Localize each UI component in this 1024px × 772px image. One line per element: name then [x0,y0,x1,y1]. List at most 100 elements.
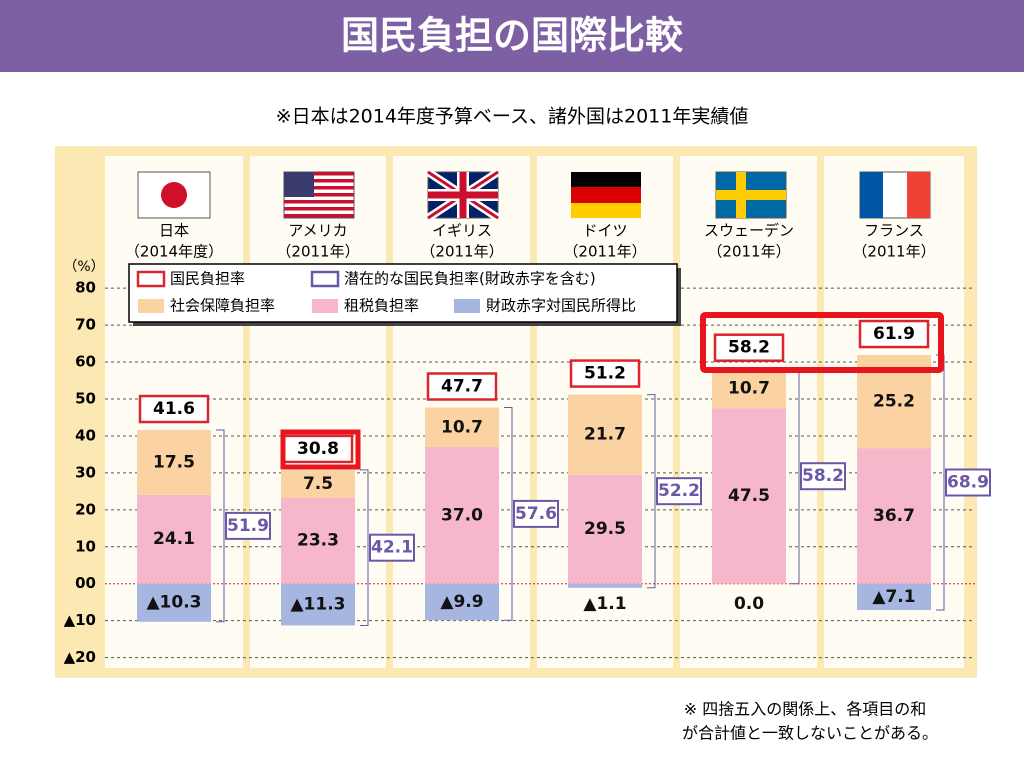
category-label: スウェーデン [704,222,794,240]
total-box [282,434,354,464]
potential-bracket [504,406,513,621]
legend-label: 財政赤字対国民所得比 [486,297,636,315]
legend-label: 社会保障負担率 [170,297,275,315]
potential-box [945,468,991,497]
potential-bracket [216,429,225,623]
bar-segment [425,583,499,621]
y-tick-label: ▲10 [64,611,96,629]
potential-box [800,462,846,491]
total-value: 47.7 [441,376,483,396]
y-tick-label: 40 [75,426,96,444]
category-label: ドイツ [582,222,627,240]
category-label: 日本 [159,222,189,240]
total-label: 41.6 [138,394,210,424]
category-note: （2011年） [420,243,503,261]
value-label: 10.7 [728,378,770,398]
y-unit: （%） [63,259,104,275]
y-tick-label: 50 [75,390,96,408]
category-label: イギリス [432,222,492,240]
category-note: （2014年度） [125,243,223,261]
bar-segment [137,583,211,622]
value-label: 17.5 [153,452,195,472]
value-label: ▲1.1 [583,594,626,614]
potential-box [225,511,271,540]
potential-box [513,499,559,528]
total-value: 41.6 [153,399,195,419]
y-tick-label: 00 [75,574,96,592]
value-label: ▲11.3 [290,595,345,615]
category-note: （2011年） [852,243,935,261]
footnote: ※ 四捨五入の関係上、各項目の和 [684,700,927,719]
bar-segment [281,497,355,584]
value-label: 29.5 [584,519,626,539]
bar-segment [425,407,499,448]
total-box [138,394,210,424]
total-box [858,319,930,349]
value-label: 0.0 [734,594,764,614]
legend-swatch [136,270,166,288]
value-label: 7.5 [303,474,333,494]
bar-segment [712,408,786,584]
bar-segment [568,394,642,475]
category-note: （2011年） [707,243,790,261]
value-label: 47.5 [728,486,770,506]
legend-swatch [454,299,480,313]
legend-label: 租税負担率 [344,297,419,315]
total-box [569,359,641,388]
legend-label: 国民負担率 [170,270,245,288]
bar-segment [712,368,786,409]
bar-segment [857,448,931,584]
plot: 41.6 51.9 30.8 42.1 47.7 57.6 51.2 52.2 58.2 58.2… [105,287,991,659]
value-label: ▲9.9 [440,592,483,612]
potential-value: 51.9 [227,516,269,536]
legend-swatch [312,299,338,313]
bar-segment [568,474,642,584]
bar-segment [281,583,355,626]
total-label: 47.7 [426,372,498,401]
bar-segment [137,494,211,584]
potential-box [656,477,702,506]
legend-label: 潜在的な国民負担率(財政赤字を含む) [344,270,596,288]
total-label: 58.2 [713,333,785,362]
total-label: 51.2 [569,359,641,388]
y-tick-label: 70 [75,316,96,334]
value-label: 23.3 [297,531,339,551]
title: 国民負担の国際比較 [341,14,684,58]
subtitle: ※日本は2014年度予算ベース、諸外国は2011年実績値 [276,106,749,128]
potential-value: 42.1 [371,538,413,558]
potential-box [369,533,415,562]
y-tick-label: 30 [75,463,96,481]
value-label: 21.7 [584,425,626,445]
y-tick-label: 60 [75,353,96,371]
total-label: 61.9 [858,319,930,349]
value-label: 36.7 [873,506,915,526]
potential-bracket [360,469,369,626]
potential-value: 68.9 [947,472,989,492]
title-banner [0,0,1024,72]
total-value: 30.8 [297,439,339,459]
value-label: ▲10.3 [146,593,201,613]
potential-value: 58.2 [802,466,844,486]
potential-bracket [647,394,656,589]
y-tick-label: ▲20 [64,648,96,666]
value-label: 25.2 [873,392,915,412]
bar-segment [281,469,355,498]
value-label: 37.0 [441,505,483,525]
legend-swatch [310,270,340,288]
y-tick-label: 20 [75,500,96,518]
category-label: アメリカ [288,222,347,240]
total-value: 61.9 [873,324,915,344]
value-label: 24.1 [153,529,195,549]
total-value: 58.2 [728,338,770,358]
total-box [713,333,785,362]
total-box [426,372,498,401]
bar-segment [137,430,211,495]
highlight [700,312,944,373]
highlight [280,429,361,470]
bar-segment [568,583,642,588]
legend-swatch [138,299,164,313]
y-tick-label: 80 [75,279,96,297]
value-label: 10.7 [441,417,483,437]
footnote: が合計値と一致しないことがある。 [682,724,938,743]
total-label: 30.8 [282,434,354,464]
